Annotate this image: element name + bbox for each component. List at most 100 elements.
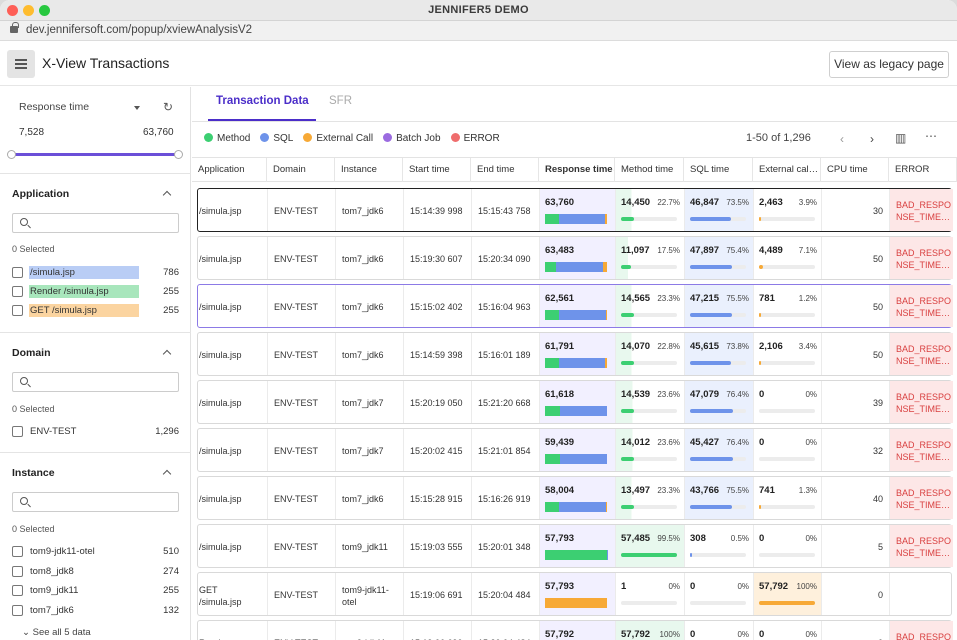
cpu-time-value: 0: [878, 638, 883, 640]
cell-start-time: 15:14:59 398: [410, 350, 463, 360]
lock-icon: [10, 22, 19, 33]
column-header[interactable]: CPU time: [821, 158, 889, 182]
column-header[interactable]: Method time: [615, 158, 684, 182]
table-row[interactable]: Render ENV-TEST tom9-jdk11- 15:19:06 690 15:…: [197, 620, 953, 640]
table-header: Application Domain Instance Start time End t…: [192, 157, 957, 182]
cell-domain: ENV-TEST: [274, 206, 319, 216]
bar-track: [759, 313, 815, 317]
application-filter-item[interactable]: Render /simula.jsp 255: [12, 285, 179, 299]
bar-segment: [545, 406, 560, 416]
instance-filter-item[interactable]: tom9_jdk11 255: [12, 584, 179, 598]
cell-end-time: 15:20:04 484: [478, 590, 531, 600]
legend-label: Batch Job: [396, 133, 441, 144]
table-row[interactable]: /simula.jsp ENV-TEST tom7_jdk6 15:14:59 398…: [197, 332, 953, 376]
column-header[interactable]: Domain: [267, 158, 335, 182]
metric-select[interactable]: Response time: [19, 101, 90, 113]
chevron-up-icon[interactable]: [162, 190, 172, 200]
table-row[interactable]: /simula.jsp ENV-TEST tom7_jdk6 15:14:39 998…: [197, 188, 953, 232]
more-icon[interactable]: ⋯: [925, 129, 937, 143]
zoom-window-button[interactable]: [39, 5, 50, 16]
next-page-button[interactable]: ›: [870, 132, 874, 146]
bar-track: [759, 265, 815, 269]
application-filter-item[interactable]: GET /simula.jsp 255: [12, 304, 179, 318]
table-row[interactable]: GET /simula.jsp ENV-TEST tom9-jdk11- otel 1…: [197, 572, 952, 616]
cell-method-time: 14,565 23.3%: [616, 285, 685, 327]
close-window-button[interactable]: [7, 5, 18, 16]
checkbox[interactable]: [12, 426, 23, 437]
checkbox[interactable]: [12, 585, 23, 596]
method-percent: 100%: [659, 630, 680, 639]
columns-icon[interactable]: ▥: [895, 131, 907, 145]
instance-section-title: Instance: [12, 467, 55, 479]
tab-transaction-data[interactable]: Transaction Data: [216, 95, 309, 107]
error-text: BAD_RESPO NSE_TIME…: [896, 536, 952, 558]
column-header[interactable]: Response time↓: [539, 158, 615, 182]
legend-item[interactable]: Method: [204, 133, 250, 144]
instance-filter-item[interactable]: tom8_jdk8 274: [12, 565, 179, 579]
column-header[interactable]: SQL time: [684, 158, 753, 182]
domain-filter-item[interactable]: ENV-TEST 1,296: [12, 425, 179, 439]
chevron-down-icon[interactable]: [134, 106, 140, 110]
column-header[interactable]: End time: [471, 158, 539, 182]
sql-percent: 73.8%: [726, 342, 749, 351]
url-bar[interactable]: dev.jennifersoft.com/popup/xviewAnalysis…: [0, 21, 957, 41]
cell-external-call-time: 2,463 3.9%: [754, 189, 822, 231]
chevron-up-icon[interactable]: [162, 469, 172, 479]
application-search-input[interactable]: [12, 213, 179, 233]
column-header[interactable]: External cal…: [753, 158, 821, 182]
column-header[interactable]: Instance: [335, 158, 403, 182]
checkbox[interactable]: [12, 286, 23, 297]
sql-time-value: 47,215: [690, 293, 720, 304]
table-row[interactable]: /simula.jsp ENV-TEST tom7_jdk7 15:20:19 050…: [197, 380, 953, 424]
bar-track: [621, 457, 677, 461]
minimize-window-button[interactable]: [23, 5, 34, 16]
instance-filter-item[interactable]: tom7_jdk6 132: [12, 604, 179, 618]
checkbox[interactable]: [12, 546, 23, 557]
bar-segment: [545, 502, 560, 512]
cell-method-time: 57,792 100%: [616, 621, 685, 640]
legend-item[interactable]: External Call: [303, 133, 373, 144]
bar-segment: [545, 598, 607, 608]
checkbox[interactable]: [12, 605, 23, 616]
method-bar: [621, 409, 635, 413]
table-row[interactable]: /simula.jsp ENV-TEST tom7_jdk7 15:20:02 415…: [197, 428, 953, 472]
instance-filter-item[interactable]: tom9-jdk11-otel 510: [12, 545, 179, 559]
table-row[interactable]: /simula.jsp ENV-TEST tom9_jdk11 15:19:03 55…: [197, 524, 953, 568]
prev-page-button[interactable]: ‹: [840, 132, 844, 146]
checkbox[interactable]: [12, 305, 23, 316]
legend-item[interactable]: Batch Job: [383, 133, 441, 144]
range-slider[interactable]: [7, 150, 183, 159]
response-time-value: 62,561: [545, 293, 575, 304]
app-header: X-View Transactions View as legacy page: [0, 42, 957, 86]
chevron-up-icon[interactable]: [162, 349, 172, 359]
domain-search-input[interactable]: [12, 372, 179, 392]
table-row[interactable]: /simula.jsp ENV-TEST tom7_jdk6 15:15:28 915…: [197, 476, 953, 520]
search-icon: [20, 218, 28, 226]
column-header[interactable]: ERROR: [889, 158, 957, 182]
bar-segment: [545, 310, 560, 320]
legacy-page-button[interactable]: View as legacy page: [829, 51, 949, 78]
filter-toggle-button[interactable]: [7, 50, 35, 78]
tab-sfr[interactable]: SFR: [329, 95, 352, 107]
legend-item[interactable]: SQL: [260, 133, 293, 144]
sql-bar: [690, 217, 732, 221]
legend-item[interactable]: ERROR: [450, 133, 500, 144]
column-header[interactable]: Application: [192, 158, 267, 182]
checkbox[interactable]: [12, 267, 23, 278]
checkbox[interactable]: [12, 566, 23, 577]
response-time-value: 57,792: [545, 629, 575, 640]
external-call-time-value: 0: [759, 389, 765, 400]
window-title: JENNIFER5 DEMO: [428, 4, 529, 16]
legend-label: SQL: [273, 133, 294, 144]
range-slider-min-handle[interactable]: [7, 150, 16, 159]
url-text: dev.jennifersoft.com/popup/xviewAnalysis…: [26, 24, 253, 36]
table-row[interactable]: /simula.jsp ENV-TEST tom7_jdk6 15:19:30 607…: [197, 236, 953, 280]
range-slider-max-handle[interactable]: [174, 150, 183, 159]
see-all-link[interactable]: ⌄ See all 5 data: [22, 627, 91, 638]
refresh-icon[interactable]: ↻: [163, 100, 174, 114]
cell-method-time: 11,097 17.5%: [616, 237, 685, 279]
application-filter-item[interactable]: /simula.jsp 786: [12, 266, 179, 280]
instance-search-input[interactable]: [12, 492, 179, 512]
column-header[interactable]: Start time: [403, 158, 471, 182]
table-row[interactable]: /simula.jsp ENV-TEST tom7_jdk6 15:15:02 402…: [197, 284, 953, 328]
